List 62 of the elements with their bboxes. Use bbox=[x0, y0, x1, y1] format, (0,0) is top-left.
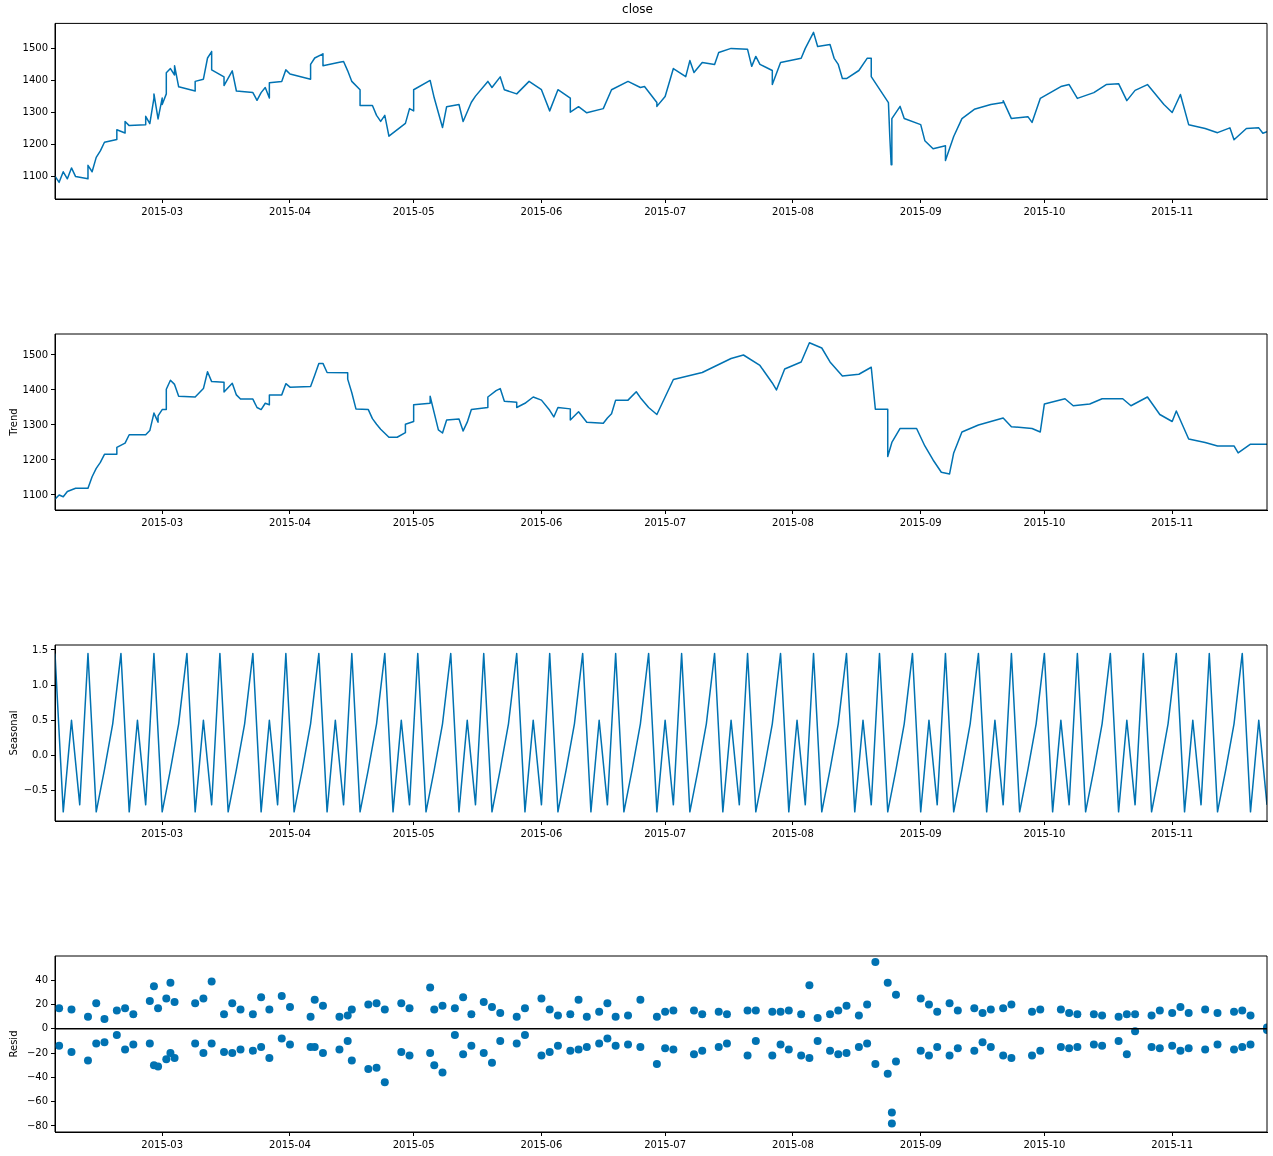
x-tick-label: 2015-09 bbox=[899, 827, 942, 839]
x-tick-label: 2015-03 bbox=[141, 516, 184, 528]
y-tick-label: −60 bbox=[26, 1095, 48, 1107]
y-tick-label: 0.0 bbox=[32, 749, 48, 761]
y-tick-label: 1500 bbox=[22, 348, 48, 360]
y-tick-label: −80 bbox=[26, 1119, 48, 1131]
chart-title: close bbox=[622, 2, 653, 17]
y-tick-label: 1200 bbox=[22, 138, 48, 150]
y-tick-label: 1100 bbox=[22, 488, 48, 500]
x-tick-label: 2015-08 bbox=[772, 516, 814, 528]
x-tick-label: 2015-06 bbox=[520, 1138, 563, 1150]
x-tick-label: 2015-05 bbox=[392, 827, 435, 839]
x-tick-label: 2015-07 bbox=[644, 516, 687, 528]
y-tick-label: 1.5 bbox=[32, 643, 48, 655]
y-tick-label: 1300 bbox=[22, 418, 48, 430]
x-tick-label: 2015-08 bbox=[772, 205, 814, 217]
x-tick-label: 2015-04 bbox=[269, 1138, 311, 1150]
y-tick-label: 20 bbox=[35, 998, 48, 1010]
x-tick-label: 2015-07 bbox=[644, 1138, 687, 1150]
x-tick-label: 2015-07 bbox=[644, 205, 687, 217]
x-tick-label: 2015-09 bbox=[899, 205, 942, 217]
x-tick-label: 2015-05 bbox=[392, 516, 435, 528]
y-tick-label: 1.0 bbox=[32, 678, 48, 690]
x-tick-label: 2015-08 bbox=[772, 827, 814, 839]
x-tick-label: 2015-03 bbox=[141, 827, 184, 839]
x-tick-label: 2015-04 bbox=[269, 827, 311, 839]
y-axis-title: Trend bbox=[7, 408, 19, 437]
x-tick-label: 2015-06 bbox=[520, 516, 563, 528]
y-tick-label: 0 bbox=[41, 1022, 48, 1034]
y-tick-label: 40 bbox=[35, 973, 48, 985]
x-tick-label: 2015-11 bbox=[1151, 516, 1194, 528]
y-tick-label: 1300 bbox=[22, 106, 48, 118]
x-tick-label: 2015-04 bbox=[269, 205, 311, 217]
y-tick-label: 0.5 bbox=[32, 713, 48, 725]
x-tick-label: 2015-10 bbox=[1023, 827, 1066, 839]
x-tick-label: 2015-10 bbox=[1023, 1138, 1066, 1150]
x-tick-label: 2015-06 bbox=[520, 205, 563, 217]
x-tick-label: 2015-05 bbox=[392, 1138, 435, 1150]
y-tick-label: −20 bbox=[26, 1046, 48, 1058]
y-axis-title: Resid bbox=[7, 1030, 19, 1058]
x-tick-label: 2015-11 bbox=[1151, 205, 1194, 217]
y-tick-label: −0.5 bbox=[23, 784, 48, 796]
x-tick-label: 2015-08 bbox=[772, 1138, 814, 1150]
x-tick-label: 2015-09 bbox=[899, 516, 942, 528]
y-tick-label: 1500 bbox=[22, 41, 48, 53]
x-tick-label: 2015-09 bbox=[899, 1138, 942, 1150]
y-tick-label: 1200 bbox=[22, 453, 48, 465]
x-tick-label: 2015-07 bbox=[644, 827, 687, 839]
x-tick-label: 2015-11 bbox=[1151, 827, 1194, 839]
y-tick-label: 1400 bbox=[22, 74, 48, 86]
x-tick-label: 2015-03 bbox=[141, 205, 184, 217]
x-tick-label: 2015-11 bbox=[1151, 1138, 1194, 1150]
y-tick-label: −40 bbox=[26, 1070, 48, 1082]
x-tick-label: 2015-10 bbox=[1023, 516, 1066, 528]
x-tick-label: 2015-03 bbox=[141, 1138, 184, 1150]
y-tick-label: 1400 bbox=[22, 383, 48, 395]
x-tick-label: 2015-10 bbox=[1023, 205, 1066, 217]
y-axis-title: Seasonal bbox=[7, 710, 19, 756]
x-tick-label: 2015-05 bbox=[392, 205, 435, 217]
y-tick-label: 1100 bbox=[22, 170, 48, 182]
x-tick-label: 2015-06 bbox=[520, 827, 563, 839]
x-tick-label: 2015-04 bbox=[269, 516, 311, 528]
